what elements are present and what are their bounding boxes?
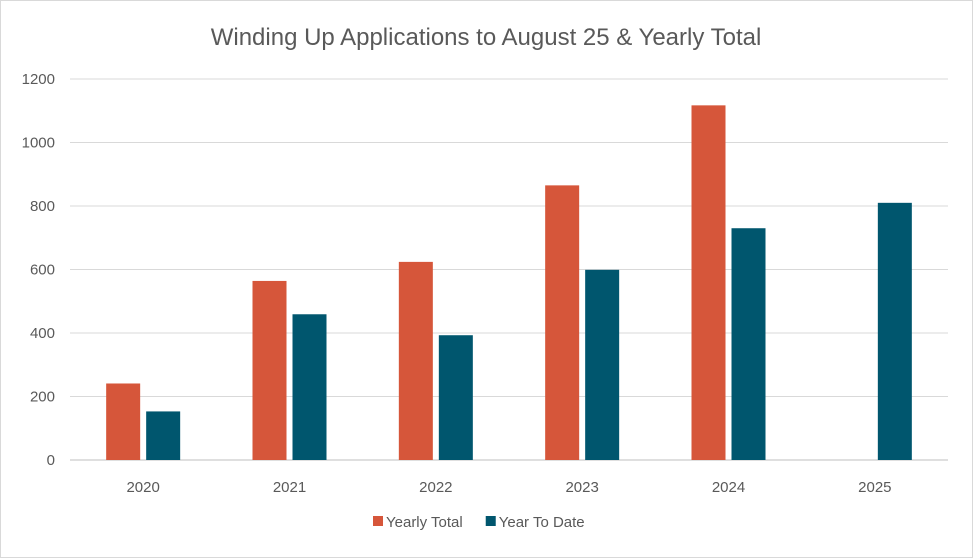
y-tick-label: 1200 xyxy=(22,71,55,88)
gridlines xyxy=(70,78,948,461)
bar-year-to-date-2022 xyxy=(438,335,473,460)
bar-year-to-date-2025 xyxy=(877,202,912,460)
legend-label: Year To Date xyxy=(499,514,585,531)
y-tick-label: 1000 xyxy=(22,135,55,152)
y-axis: 0 200 400 600 800 1000 1200 xyxy=(22,71,55,469)
y-tick-label: 600 xyxy=(30,262,55,279)
x-tick-label: 2020 xyxy=(126,479,159,496)
legend-swatch xyxy=(485,516,496,526)
x-tick-label: 2023 xyxy=(565,479,598,496)
bar-yearly-total-2021 xyxy=(252,280,287,460)
y-tick-label: 0 xyxy=(47,452,55,469)
bars xyxy=(106,105,912,461)
chart-title: Winding Up Applications to August 25 & Y… xyxy=(211,24,762,51)
bar-yearly-total-2023 xyxy=(545,185,580,461)
bar-yearly-total-2020 xyxy=(106,383,141,460)
x-tick-label: 2024 xyxy=(712,479,745,496)
y-tick-label: 200 xyxy=(30,389,55,406)
bar-year-to-date-2023 xyxy=(585,269,620,460)
legend: Yearly Total Year To Date xyxy=(373,514,585,531)
y-tick-label: 400 xyxy=(30,325,55,342)
legend-swatch xyxy=(373,516,383,526)
x-tick-label: 2022 xyxy=(419,479,452,496)
x-axis: 2020 2021 2022 2023 2024 2025 xyxy=(126,479,891,496)
bar-yearly-total-2022 xyxy=(398,261,433,460)
bar-year-to-date-2024 xyxy=(731,228,766,460)
x-tick-label: 2025 xyxy=(858,479,891,496)
bar-yearly-total-2024 xyxy=(691,105,726,460)
y-tick-label: 800 xyxy=(30,198,55,215)
bar-year-to-date-2021 xyxy=(292,314,327,460)
legend-label: Yearly Total xyxy=(386,514,463,531)
x-tick-label: 2021 xyxy=(273,479,306,496)
bar-year-to-date-2020 xyxy=(146,411,181,460)
